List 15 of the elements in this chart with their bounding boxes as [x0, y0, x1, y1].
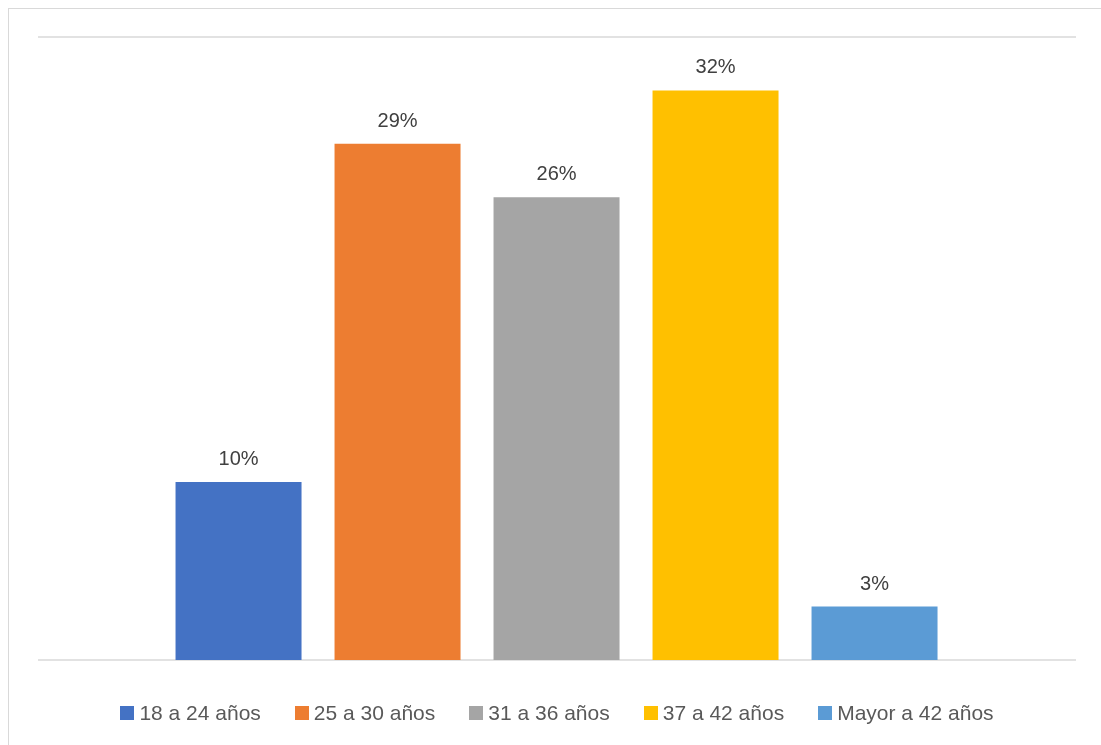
legend-label: 31 a 36 años	[488, 701, 610, 725]
data-label: 29%	[377, 108, 418, 131]
data-label: 10%	[218, 447, 259, 469]
bar	[334, 143, 461, 660]
data-label: 26%	[536, 162, 577, 185]
legend-label: 25 a 30 años	[313, 701, 436, 725]
bar	[493, 197, 620, 660]
legend-label: 18 a 24 años	[139, 701, 261, 725]
bar	[652, 90, 779, 660]
legend-label: Mayor a 42 años	[837, 701, 994, 725]
legend-label: 37 a 42 años	[662, 701, 785, 725]
bar	[811, 606, 938, 660]
data-label: 3%	[860, 571, 890, 594]
bar	[175, 482, 302, 660]
data-label: 32%	[695, 55, 736, 78]
